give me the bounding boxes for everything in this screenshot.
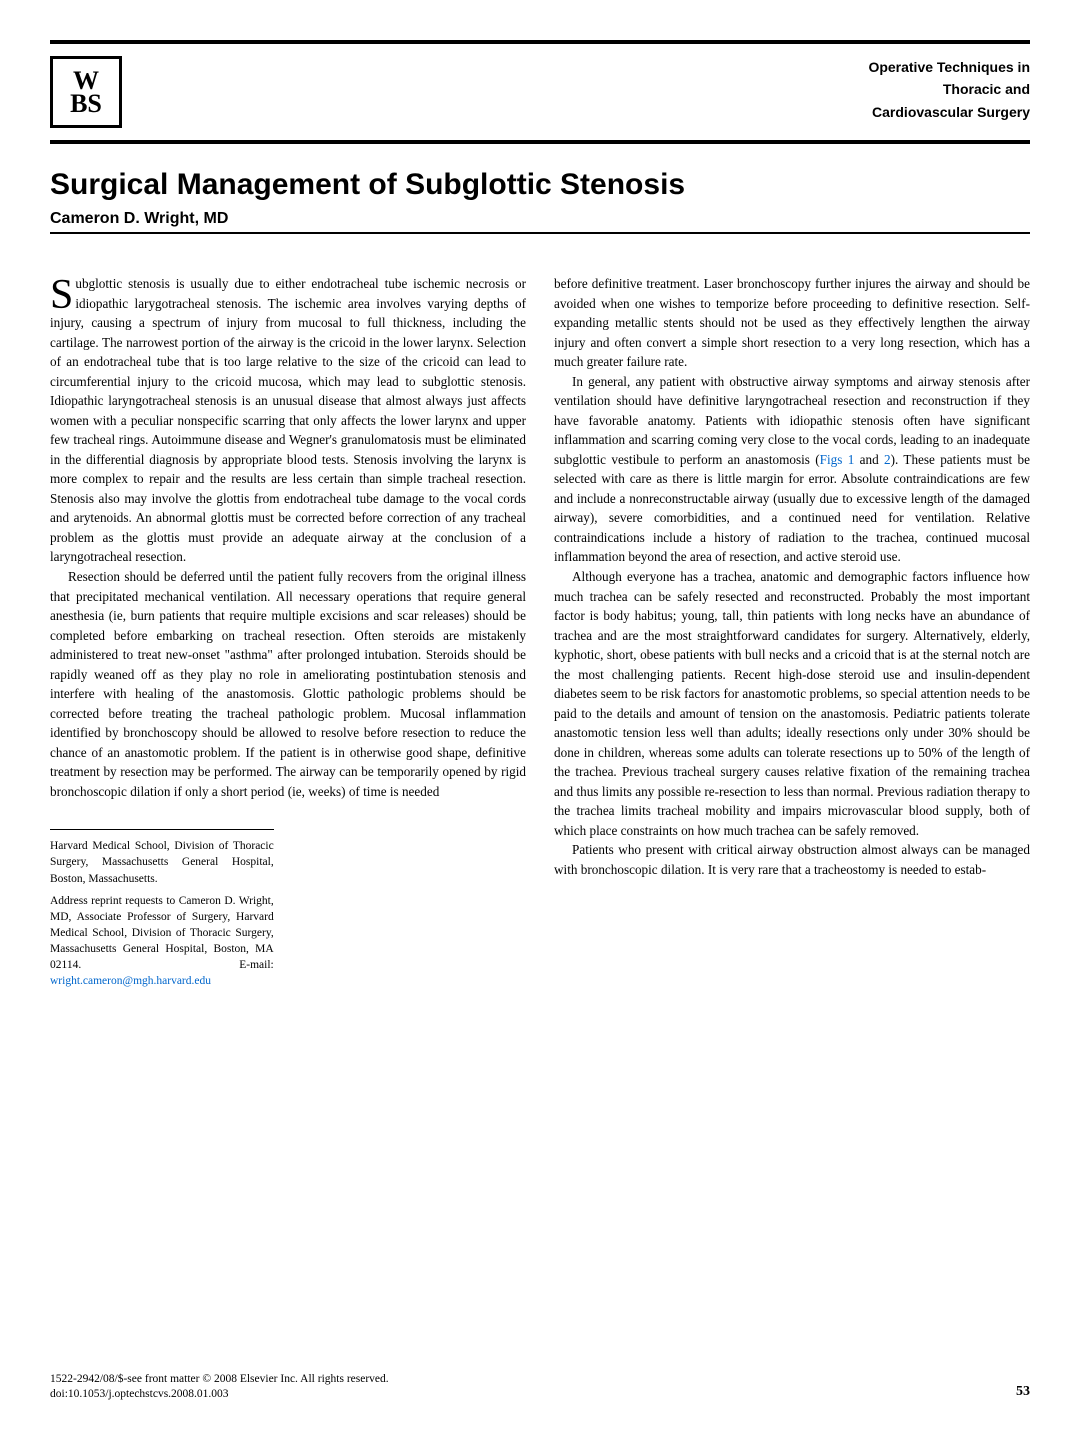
copyright-line: 1522-2942/08/$-see front matter © 2008 E… <box>50 1372 389 1387</box>
author-name: Cameron D. Wright, MD <box>50 210 1030 228</box>
para-text: ). These patients must be selected with … <box>554 452 1030 565</box>
title-rule <box>50 232 1030 234</box>
body-para: Subglottic stenosis is usually due to ei… <box>50 274 526 567</box>
doi-line: doi:10.1053/j.optechstcvs.2008.01.003 <box>50 1387 389 1402</box>
footer-copyright: 1522-2942/08/$-see front matter © 2008 E… <box>50 1372 389 1402</box>
journal-line: Thoracic and <box>868 78 1030 100</box>
dropcap: S <box>50 274 75 312</box>
affiliation-block: Harvard Medical School, Division of Thor… <box>50 829 274 989</box>
para-text: ubglottic stenosis is usually due to eit… <box>50 276 526 564</box>
journal-name: Operative Techniques in Thoracic and Car… <box>868 56 1030 123</box>
right-column: before definitive treatment. Laser bronc… <box>554 274 1030 995</box>
para-text: and <box>854 452 884 467</box>
body-para: In general, any patient with obstructive… <box>554 372 1030 567</box>
body-columns: Subglottic stenosis is usually due to ei… <box>50 274 1030 995</box>
body-para: Resection should be deferred until the p… <box>50 567 526 801</box>
affiliation-text: Address reprint requests to Cameron D. W… <box>50 895 274 971</box>
publisher-logo: W BS <box>50 56 122 128</box>
journal-line: Cardiovascular Surgery <box>868 101 1030 123</box>
left-column: Subglottic stenosis is usually due to ei… <box>50 274 526 995</box>
journal-line: Operative Techniques in <box>868 56 1030 78</box>
body-para: Patients who present with critical airwa… <box>554 840 1030 879</box>
email-link[interactable]: wright.cameron@mgh.harvard.edu <box>50 975 211 987</box>
affiliation-line: Harvard Medical School, Division of Thor… <box>50 838 274 886</box>
figure-link[interactable]: 2 <box>884 452 891 467</box>
logo-text: W BS <box>70 69 102 116</box>
journal-header: W BS Operative Techniques in Thoracic an… <box>50 40 1030 144</box>
affiliation-line: Address reprint requests to Cameron D. W… <box>50 893 274 990</box>
article-title: Surgical Management of Subglottic Stenos… <box>50 168 1030 202</box>
body-para: before definitive treatment. Laser bronc… <box>554 274 1030 372</box>
page-number: 53 <box>1016 1384 1030 1400</box>
body-para: Although everyone has a trachea, anatomi… <box>554 567 1030 840</box>
figure-link[interactable]: Figs 1 <box>820 452 855 467</box>
